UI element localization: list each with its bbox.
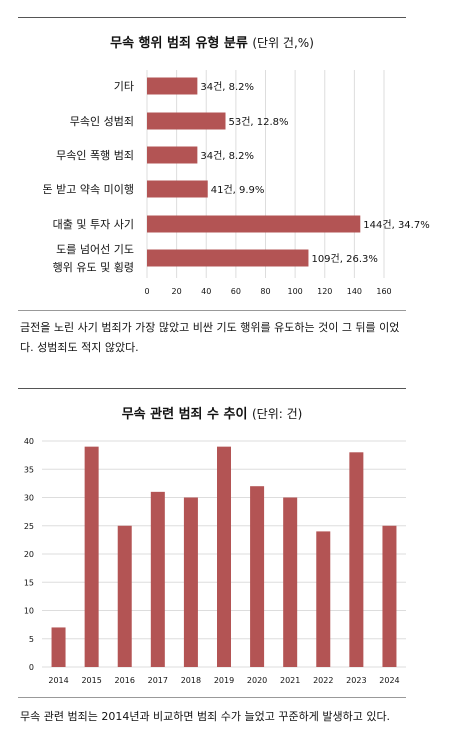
bar: [183, 497, 198, 667]
bar: [150, 491, 165, 667]
x-tick-label: 2014: [48, 676, 68, 685]
chart1-caption: 금전을 노린 사기 범죄가 가장 많았고 비싼 기도 행위를 유도하는 것이 그…: [20, 321, 400, 354]
x-tick-label: 140: [347, 287, 362, 296]
bar: [84, 446, 99, 667]
category-label: 무속인 폭행 범죄: [56, 149, 134, 162]
chart1-title: 무속 행위 범죄 유형 분류 (단위 건,%): [18, 32, 406, 51]
bar: [147, 215, 361, 233]
x-tick-label: 2020: [247, 676, 267, 685]
chart2-vertical-bar-chart: 0 5 10 15 20 25 30 35 40 2014 2015 2016 2017 2018 2019…: [24, 437, 406, 685]
category-label: 돈 받고 약속 미이행: [43, 182, 134, 196]
x-tick-label: 2019: [214, 676, 234, 685]
y-tick-label: 5: [29, 635, 34, 644]
y-tick-label: 40: [24, 437, 34, 446]
data-label: 109건, 26.3%: [311, 253, 377, 265]
bar: [147, 146, 198, 164]
bar: [51, 627, 66, 667]
chart1-horizontal-bar-chart: 0 20 40 60 80 100 120 140 160 34건, 8.2% 기타 53건, 12.…: [43, 70, 430, 296]
y-tick-label: 30: [24, 494, 34, 503]
bar: [250, 486, 265, 667]
x-tick-label: 2017: [148, 676, 168, 685]
x-tick-label: 2023: [346, 676, 366, 685]
x-tick-label: 40: [201, 287, 211, 296]
y-tick-label: 10: [24, 607, 34, 616]
chart2-title-text: 무속 관련 범죄 수 추이: [121, 407, 248, 422]
x-tick-label: 80: [260, 287, 270, 296]
top-rule: [18, 17, 406, 18]
x-tick-label: 20: [172, 287, 182, 296]
y-tick-label: 0: [29, 663, 34, 672]
x-tick-label: 100: [287, 287, 302, 296]
bar: [283, 497, 298, 667]
data-label: 41건, 9.9%: [211, 184, 265, 196]
category-label: 대출 및 투자 사기: [53, 218, 134, 231]
bar: [382, 525, 397, 667]
data-label: 144건, 34.7%: [363, 219, 429, 231]
x-tick-label: 0: [144, 287, 149, 296]
x-tick-label: 2021: [280, 676, 300, 685]
y-tick-label: 15: [24, 578, 34, 587]
chart2-unit: (단위: 건): [251, 407, 303, 421]
chart2-title: 무속 관련 범죄 수 추이 (단위: 건): [18, 403, 406, 422]
x-tick-label: 2015: [81, 676, 101, 685]
chart2-bottom-rule: [18, 697, 406, 698]
chart2-caption: 무속 관련 범죄는 2014년과 비교하면 범죄 수가 늘었고 꾸준하게 발생하…: [20, 710, 391, 723]
x-tick-label: 160: [376, 287, 391, 296]
chart2-top-rule: [18, 388, 406, 389]
y-tick-label: 20: [24, 550, 34, 559]
x-tick-label: 60: [231, 287, 241, 296]
chart1-unit: (단위 건,%): [252, 36, 314, 50]
chart1-bottom-rule: [18, 310, 406, 311]
x-tick-label: 2018: [181, 676, 201, 685]
bar: [147, 112, 226, 130]
bar: [147, 180, 208, 198]
bar: [147, 249, 309, 267]
category-label: 무속인 성범죄: [70, 115, 134, 128]
x-tick-label: 2022: [313, 676, 333, 685]
data-label: 34건, 8.2%: [200, 81, 254, 93]
chart1-title-text: 무속 행위 범죄 유형 분류: [110, 36, 248, 51]
bar: [147, 77, 198, 95]
x-tick-label: 2016: [115, 676, 135, 685]
data-label: 34건, 8.2%: [200, 150, 254, 162]
bar: [349, 452, 364, 667]
x-tick-label: 120: [317, 287, 332, 296]
bar: [316, 531, 331, 667]
category-label: 도를 넘어선 기도: [56, 243, 134, 256]
y-tick-label: 35: [24, 465, 34, 474]
category-label: 기타: [114, 80, 134, 93]
bar: [117, 525, 132, 667]
data-label: 53건, 12.8%: [229, 116, 289, 128]
category-label: 행위 유도 및 횡령: [53, 261, 134, 274]
bar: [217, 446, 231, 667]
x-tick-label: 2024: [379, 676, 399, 685]
y-tick-label: 25: [24, 522, 34, 531]
